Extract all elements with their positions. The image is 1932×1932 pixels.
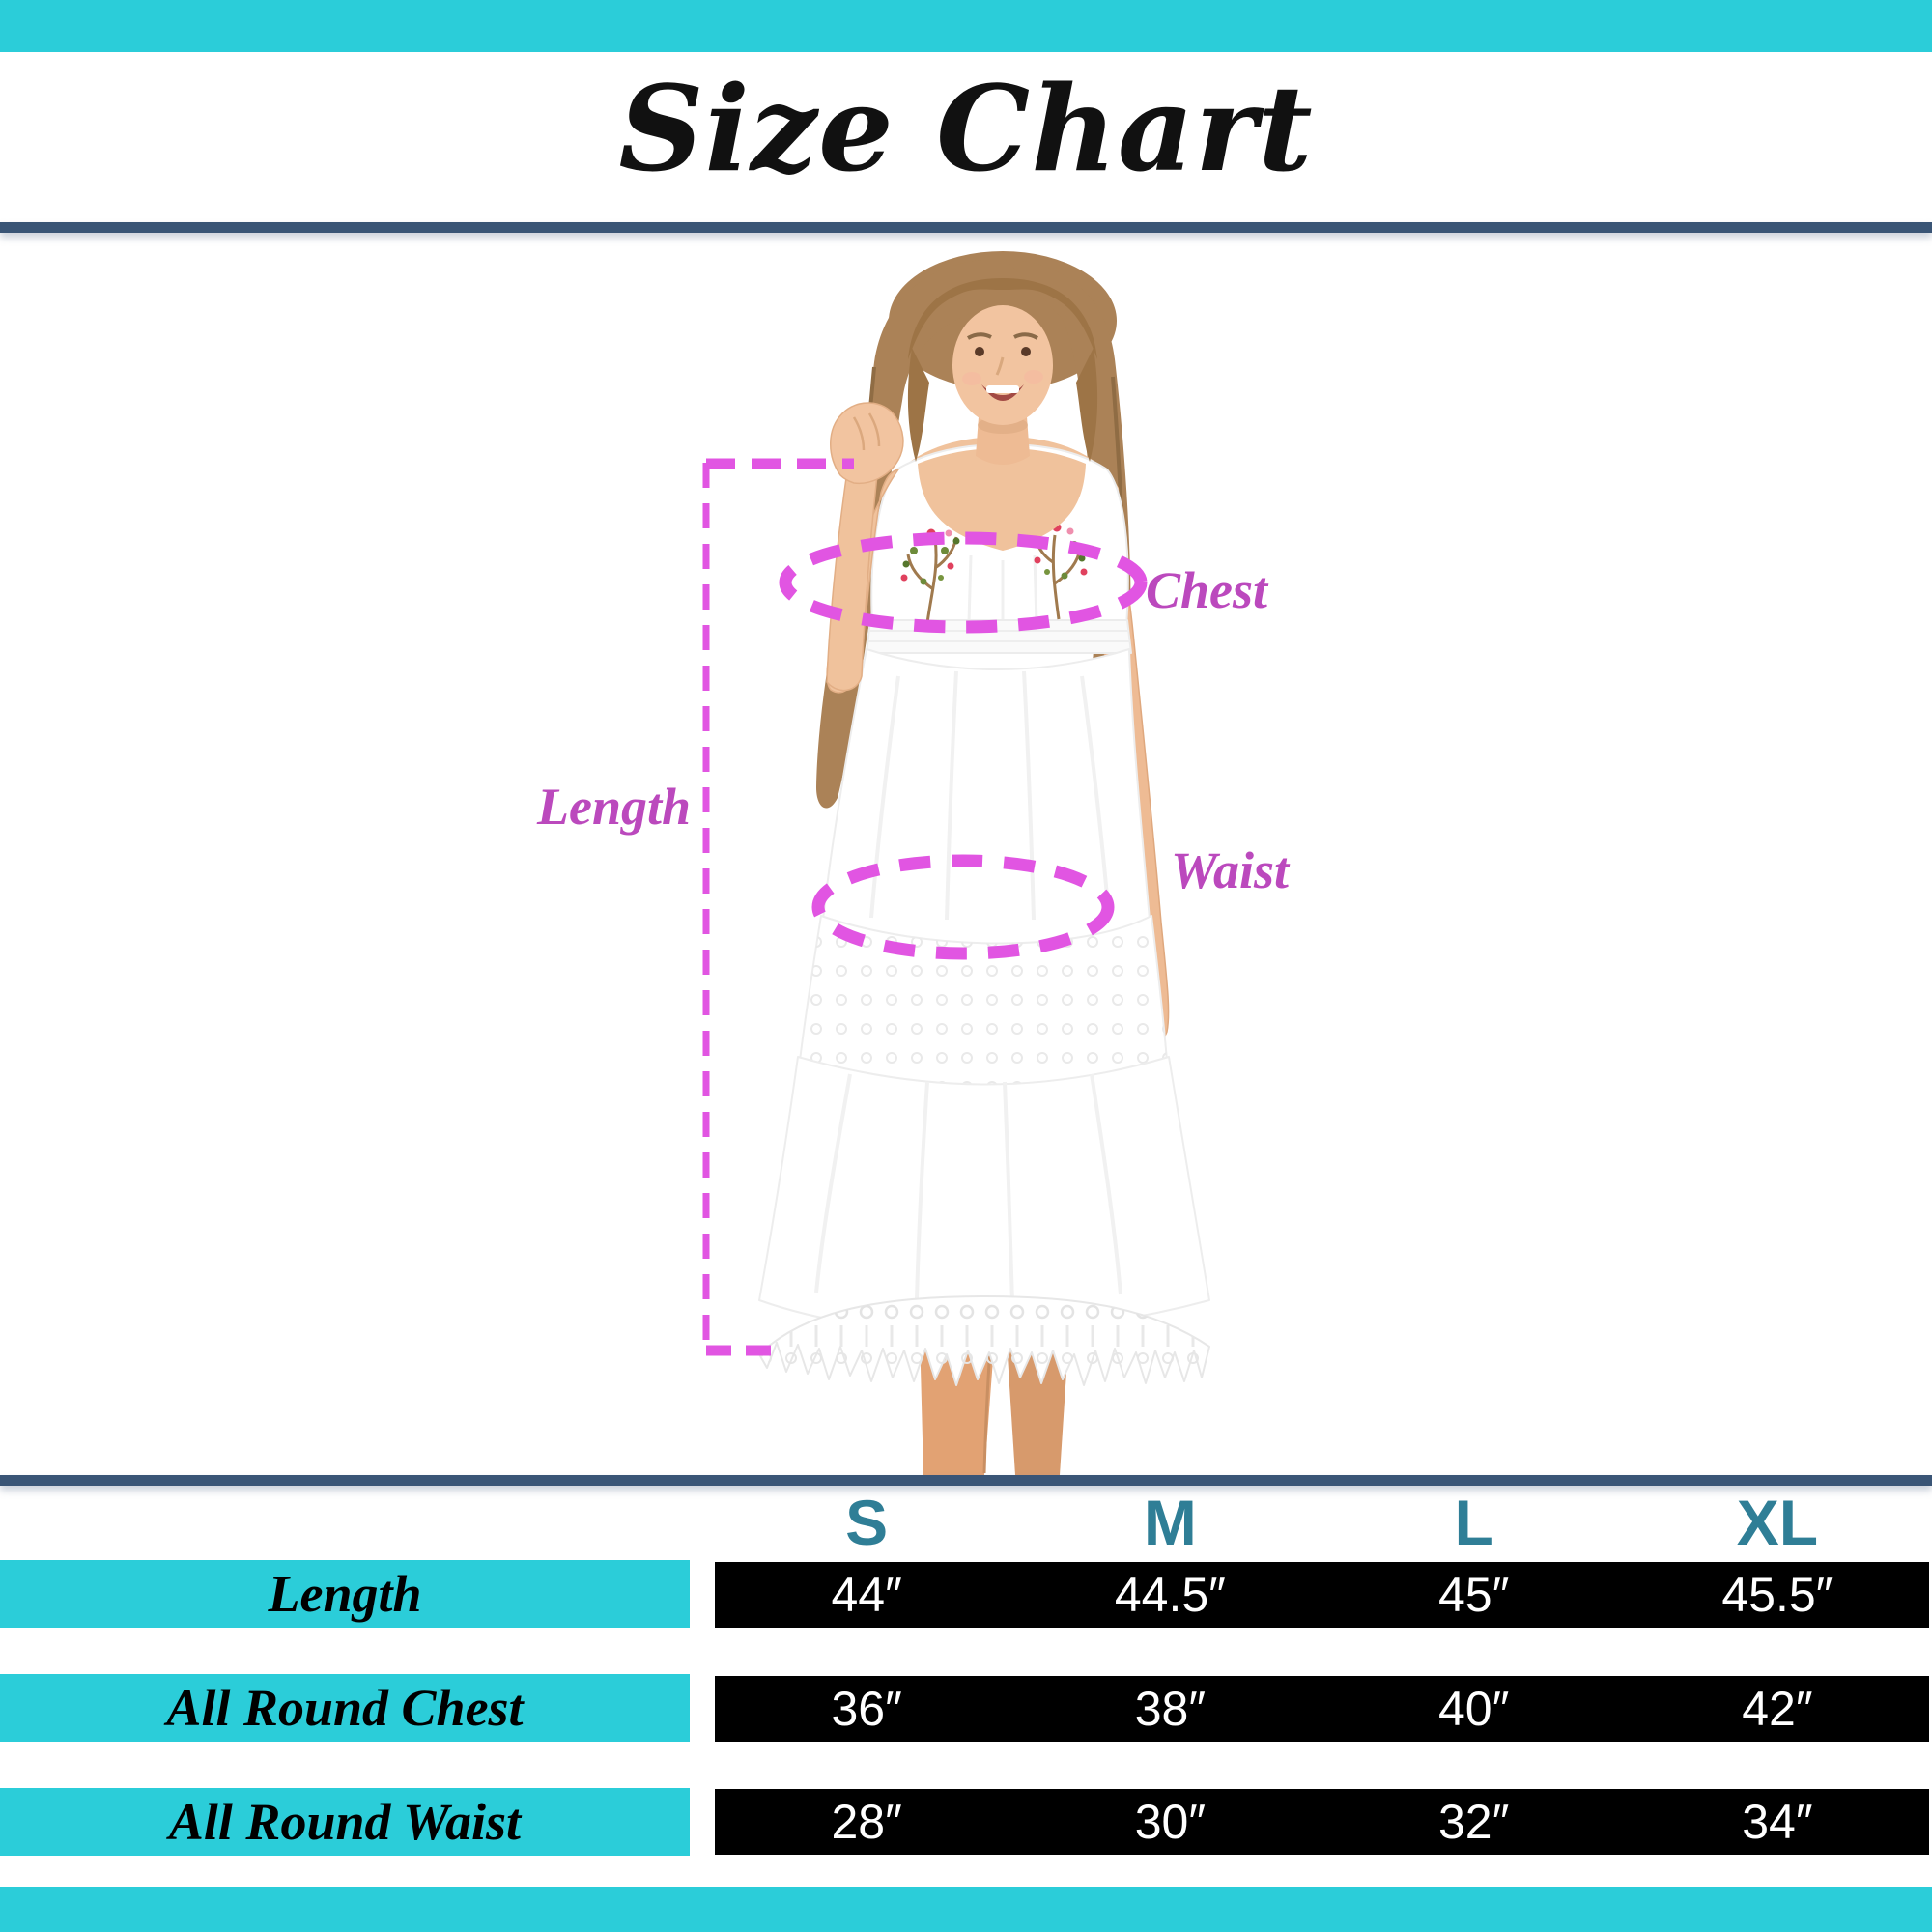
length-xl-value: 45.5″	[1721, 1568, 1833, 1622]
face	[907, 278, 1098, 465]
neckline-skin	[918, 448, 1086, 551]
table-divider-line	[0, 1475, 1932, 1486]
chest-measurement-label: Chest	[1146, 561, 1268, 619]
waist-measurement-label: Waist	[1171, 841, 1290, 899]
top-accent-bar	[0, 0, 1932, 52]
chest-m-value: 38″	[1134, 1682, 1207, 1736]
length-s-value: 44″	[831, 1568, 902, 1622]
chest-s-value: 36″	[831, 1682, 902, 1736]
waist-xl-value: 34″	[1742, 1795, 1813, 1849]
size-column-l: L	[1454, 1487, 1493, 1558]
size-columns-header: S M L XL	[715, 1489, 1929, 1556]
length-m-value: 44.5″	[1114, 1568, 1226, 1622]
chest-measure-ellipse	[779, 531, 1148, 634]
size-column-m: M	[1143, 1487, 1197, 1558]
waist-m-value: 30″	[1134, 1795, 1207, 1849]
length-measurement-label: Length	[537, 778, 692, 836]
model-photo-illustration	[702, 251, 1210, 1475]
bottom-accent-bar	[0, 1887, 1932, 1932]
row-values-length: 44″ 44.5″ 45″ 45.5″	[715, 1562, 1929, 1628]
row-values-chest: 36″ 38″ 40″ 42″	[715, 1676, 1929, 1742]
waist-measure-ellipse	[811, 854, 1115, 960]
length-measure-line	[702, 458, 854, 1356]
row-values-waist: 28″ 30″ 32″ 34″	[715, 1789, 1929, 1855]
waist-l-value: 32″	[1437, 1795, 1510, 1849]
title-divider-line	[0, 222, 1932, 233]
row-label-chest: All Round Chest	[0, 1674, 690, 1742]
length-l-value: 45″	[1437, 1568, 1510, 1622]
size-column-xl: XL	[1736, 1487, 1819, 1558]
chest-l-value: 40″	[1437, 1682, 1510, 1736]
waist-s-value: 28″	[831, 1795, 902, 1849]
row-label-length: Length	[0, 1560, 690, 1628]
row-label-waist: All Round Waist	[0, 1788, 690, 1856]
page-title: Size Chart	[618, 59, 1314, 198]
size-column-s: S	[845, 1487, 889, 1558]
chest-xl-value: 42″	[1742, 1682, 1813, 1736]
